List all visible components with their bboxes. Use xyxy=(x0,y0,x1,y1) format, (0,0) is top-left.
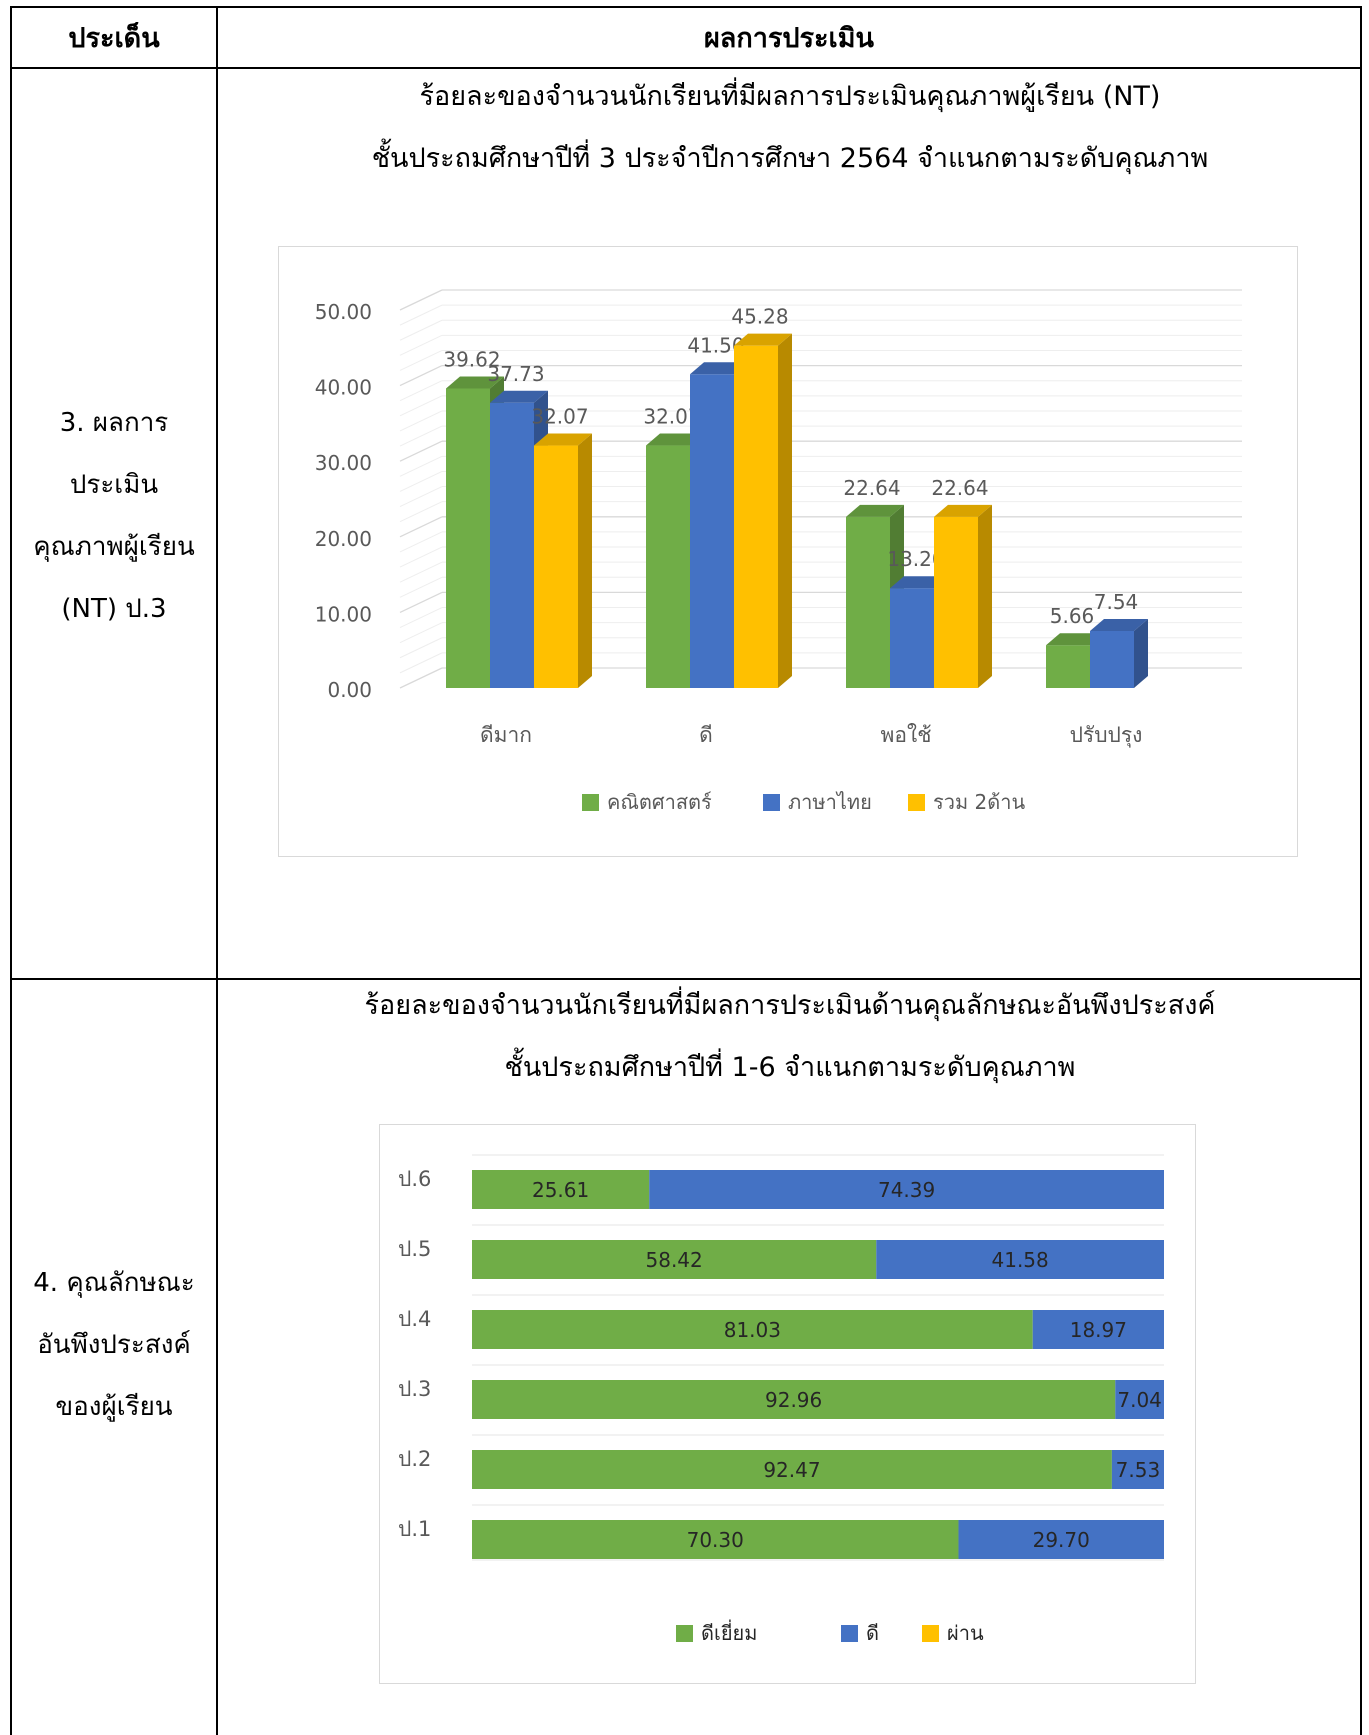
row2-topic-line: 4. คุณลักษณะ xyxy=(33,1268,195,1298)
row1-topic-line: 3. ผลการ xyxy=(59,408,169,438)
row1-topic-line: (NT) ป.3 xyxy=(61,594,167,624)
row1-topic-line: ประเมิน xyxy=(69,470,159,500)
row1-topic: 3. ผลการ ประเมิน คุณภาพผู้เรียน (NT) ป.3 xyxy=(12,392,216,640)
row2-chart-title-line: ร้อยละของจำนวนนักเรียนที่มีผลการประเมินด… xyxy=(364,990,1216,1021)
column-header-result: ผลการประเมิน xyxy=(703,22,874,54)
row1-chart-frame xyxy=(278,246,1298,857)
row2-topic: 4. คุณลักษณะ อันพึงประสงค์ ของผู้เรียน xyxy=(12,1252,216,1438)
row2-topic-line: อันพึงประสงค์ xyxy=(37,1330,191,1360)
row1-chart-title-line: ชั้นประถมศึกษาปีที่ 3 ประจำปีการศึกษา 25… xyxy=(371,143,1209,174)
row2-chart-frame xyxy=(379,1124,1196,1684)
row2-chart-title: ร้อยละของจำนวนนักเรียนที่มีผลการประเมินด… xyxy=(218,975,1362,1099)
row2-topic-line: ของผู้เรียน xyxy=(55,1392,173,1422)
row1-chart-title: ร้อยละของจำนวนนักเรียนที่มีผลการประเมินค… xyxy=(218,66,1362,190)
row1-chart-title-line: ร้อยละของจำนวนนักเรียนที่มีผลการประเมินค… xyxy=(419,81,1161,112)
column-header-topic: ประเด็น xyxy=(68,22,160,54)
row2-chart-title-line: ชั้นประถมศึกษาปีที่ 1-6 จำแนกตามระดับคุณ… xyxy=(504,1052,1076,1083)
row1-topic-line: คุณภาพผู้เรียน xyxy=(33,532,195,562)
